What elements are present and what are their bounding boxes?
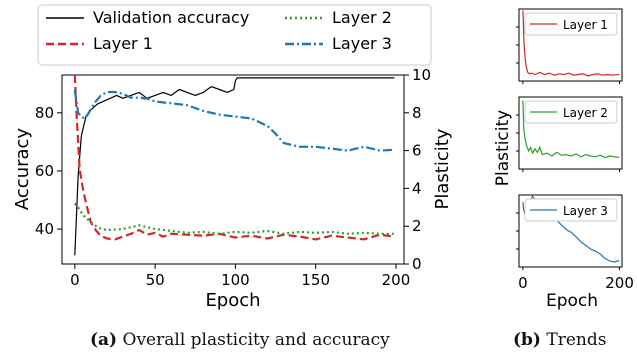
trend-x-tick-label: 200 [605, 274, 634, 292]
y-tick-label: 40 [35, 220, 54, 238]
trends-x-axis-label: Epoch [546, 291, 598, 311]
y2-tick-label: 10 [412, 66, 431, 84]
legend-items: Validation accuracy Layer 1 Layer 2 Layer 3 [46, 8, 392, 53]
legend-label: Validation accuracy [93, 8, 249, 27]
overall-plasticity-chart: 0 50 100 150 200 40 60 80 0 2 4 6 8 10 Epoch Accuracy… [12, 4, 453, 311]
y-tick-label: 60 [35, 162, 54, 180]
trend-legend: Layer 1 [524, 12, 618, 36]
x-axis-label: Epoch [205, 290, 260, 311]
trend-legend: Layer 2 [524, 100, 618, 124]
y2-tick-label: 2 [412, 217, 422, 235]
trend-line-layer-1 [522, 10, 620, 77]
y-axis-label: Accuracy [12, 128, 33, 211]
caption-a: (a) Overall plasticity and accuracy [90, 330, 390, 350]
caption-b-text: Trends [546, 330, 607, 350]
caption-b-label: (b) [513, 330, 541, 350]
caption-a-text: Overall plasticity and accuracy [122, 330, 390, 350]
x-tick-label: 150 [301, 271, 330, 289]
legend: Validation accuracy Layer 1 Layer 2 Layer 3 [37, 4, 432, 66]
x-tick-label: 100 [221, 271, 250, 289]
trend-line-layer-2 [522, 100, 620, 159]
trend-legend-label: Layer 3 [563, 204, 608, 218]
legend-label: Layer 2 [332, 8, 392, 27]
caption-b: (b) Trends [513, 330, 606, 350]
series-line-layer-1 [73, 75, 395, 241]
trend-panel-1: Layer 1 [516, 8, 623, 84]
caption-a-label: (a) [90, 330, 118, 350]
trends-chart: Layer 1 Layer 2 Layer 3 0 200 [516, 8, 634, 292]
y-tick-label: 80 [35, 104, 54, 122]
x-tick-label: 200 [382, 271, 411, 289]
trend-legend: Layer 3 [524, 198, 618, 222]
trend-legend-box [524, 198, 618, 222]
y2-tick-label: 0 [412, 255, 422, 273]
plot-frame [61, 74, 405, 265]
series-line-validation-accuracy [74, 77, 395, 256]
legend-label: Layer 3 [332, 34, 392, 53]
y2-tick-label: 4 [412, 179, 422, 197]
legend-label: Layer 1 [93, 34, 153, 53]
trend-legend-label: Layer 2 [563, 106, 608, 120]
y2-tick-label: 8 [412, 104, 422, 122]
axes-group: 0 50 100 150 200 40 60 80 0 2 4 6 8 10 [35, 66, 431, 289]
y2-tick-label: 6 [412, 142, 422, 160]
trends-y-axis-label: Plasticity [493, 110, 513, 186]
trend-legend-label: Layer 1 [563, 18, 608, 32]
series-line-layer-3 [73, 89, 395, 152]
trend-x-tick-label: 0 [518, 274, 528, 292]
x-tick-label: 0 [70, 271, 80, 289]
trend-panel-3: Layer 3 [516, 194, 623, 270]
trend-legend-box [524, 100, 618, 124]
y2-axis-label: Plasticity [432, 128, 453, 209]
trend-panel-2: Layer 2 [516, 96, 623, 172]
trend-legend-box [524, 12, 618, 36]
x-tick-label: 50 [146, 271, 165, 289]
series-group [73, 75, 395, 256]
legend-box [37, 4, 432, 66]
